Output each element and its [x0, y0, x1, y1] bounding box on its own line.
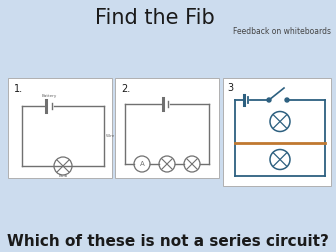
Circle shape: [285, 98, 289, 102]
Text: Bulb: Bulb: [58, 174, 68, 178]
Text: Battery: Battery: [41, 94, 57, 98]
Bar: [8, 78, 112, 178]
Circle shape: [184, 156, 200, 172]
Text: 2.: 2.: [121, 84, 130, 94]
Text: Wire: Wire: [106, 134, 115, 138]
Text: 3: 3: [227, 83, 233, 93]
Bar: [115, 78, 219, 178]
Bar: [223, 78, 331, 186]
Circle shape: [134, 156, 150, 172]
Text: 1.: 1.: [14, 84, 23, 94]
Circle shape: [270, 111, 290, 132]
Circle shape: [54, 157, 72, 175]
Text: Which of these is not a series circuit?: Which of these is not a series circuit?: [7, 234, 329, 248]
Circle shape: [159, 156, 175, 172]
Circle shape: [270, 149, 290, 170]
Circle shape: [267, 98, 271, 102]
Text: Feedback on whiteboards: Feedback on whiteboards: [233, 27, 331, 37]
Text: A: A: [140, 161, 144, 167]
Text: Find the Fib: Find the Fib: [95, 8, 215, 28]
